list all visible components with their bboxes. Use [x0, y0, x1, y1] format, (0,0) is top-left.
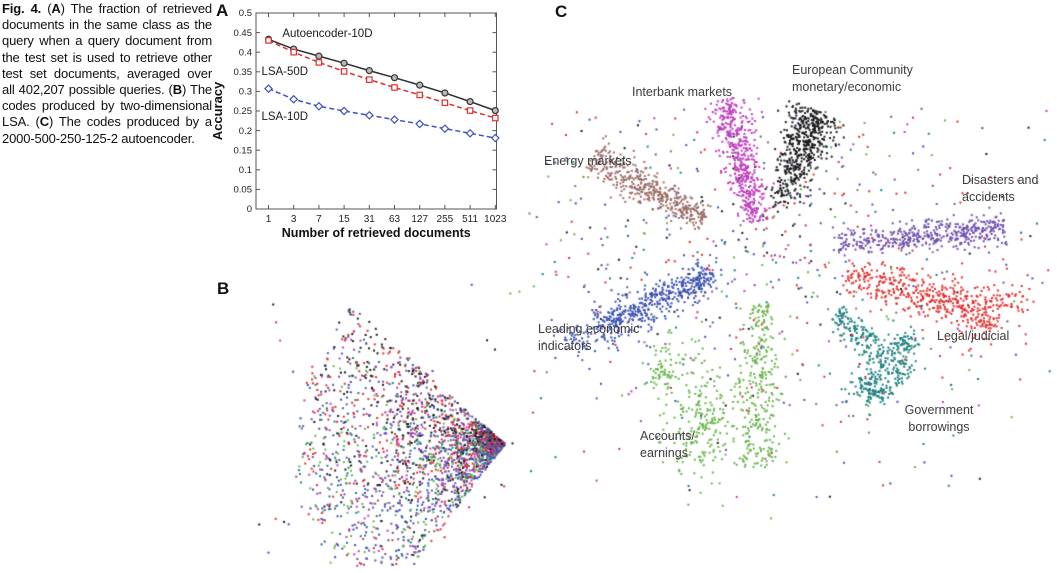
marker-circle: [466, 97, 474, 106]
marker-circle: [416, 81, 424, 89]
marker-square: [290, 48, 298, 56]
x-tick-label: 15: [339, 214, 351, 225]
cluster-label-european-community-monetary-economic: European Community monetary/economic: [792, 62, 913, 96]
marker-circle: [441, 89, 449, 97]
cluster-label-line: Interbank markets: [632, 85, 733, 99]
caption-segment: ) The codes produced by a 2000-500-250-1…: [2, 114, 213, 146]
marker-square: [391, 84, 398, 91]
y-tick-label: 0.5: [239, 8, 252, 19]
cluster-label-line: Disasters and: [962, 173, 1039, 187]
x-tick-label: 127: [411, 214, 428, 225]
cluster-label-line: accidents: [962, 190, 1015, 204]
cluster-label-line: earnings: [640, 446, 688, 460]
cluster-label-government-borrowings: Government borrowings: [905, 402, 974, 436]
y-tick-label: 0.4: [239, 47, 252, 58]
y-tick-label: 0.05: [234, 185, 253, 196]
panel-b-label: B: [217, 279, 230, 298]
series-label: LSA-50D: [261, 66, 308, 78]
cluster-label-line: monetary/economic: [792, 80, 902, 94]
series-line-LSA-10D: [268, 87, 496, 139]
marker-diamond: [490, 133, 500, 143]
x-tick-label: 1: [266, 214, 272, 225]
cluster-label-leading-economic-indicators: Leading economic indicators: [538, 321, 639, 355]
y-tick-label: 0.25: [234, 106, 253, 117]
x-tick-label: 511: [462, 214, 478, 225]
marker-circle: [491, 107, 499, 115]
y-axis-label: Accuracy: [212, 81, 225, 140]
marker-diamond: [314, 101, 324, 111]
cluster-label-line: borrowings: [908, 420, 970, 434]
marker-diamond: [465, 128, 475, 138]
y-tick-label: 0.35: [234, 67, 253, 78]
marker-square: [416, 91, 424, 99]
y-tick-label: 0: [247, 204, 252, 215]
y-tick-label: 0.45: [234, 28, 253, 39]
marker-circle: [390, 74, 399, 82]
marker-square: [466, 107, 474, 114]
cluster-label-disasters-and-accidents: Disasters and accidents: [962, 172, 1038, 206]
y-tick-label: 0.1: [239, 165, 252, 176]
x-tick-label: 7: [316, 214, 322, 225]
marker-square: [492, 114, 499, 122]
marker-square: [366, 76, 373, 83]
cluster-label-line: Leading economic: [538, 322, 640, 336]
caption-segment: (: [47, 1, 52, 16]
caption-segment: C: [39, 114, 49, 130]
cluster-label-line: Government: [904, 403, 974, 417]
cluster-label-interbank-markets: Interbank markets: [632, 84, 732, 101]
cluster-label-line: Energy markets: [544, 154, 632, 168]
figure-caption: Fig. 4. (A) The fraction of retrieved do…: [2, 1, 212, 147]
marker-diamond: [440, 124, 450, 134]
marker-square: [315, 59, 323, 66]
marker-diamond: [390, 115, 399, 125]
cluster-label-line: Legal/judicial: [937, 329, 1010, 343]
cluster-label-accounts-earnings: Accounts/earnings: [640, 428, 695, 462]
cluster-label-legal-judicial: Legal/judicial: [937, 328, 1009, 345]
marker-square: [441, 99, 449, 107]
marker-square: [265, 37, 272, 44]
marker-diamond: [289, 94, 299, 104]
marker-diamond: [264, 84, 273, 94]
marker-diamond: [364, 110, 374, 120]
x-tick-label: 255: [437, 214, 454, 225]
cluster-label-energy-markets: Energy markets: [544, 153, 632, 170]
caption-segment: ) The codes produced by two-dimensional …: [2, 82, 212, 130]
caption-segment: B: [172, 82, 182, 98]
cluster-label-line: Accounts/: [640, 429, 695, 443]
series-line-Autoencoder-10D: [268, 38, 496, 112]
retrieval-accuracy-chart: 00.050.10.150.20.250.30.350.40.450.51 3 7 1…: [212, 8, 507, 240]
caption-segment: A: [51, 1, 61, 16]
marker-circle: [365, 67, 373, 75]
caption-segment: Fig. 4.: [2, 1, 48, 16]
x-tick-label: 63: [389, 214, 401, 225]
marker-circle: [315, 52, 323, 60]
series-label: LSA-10D: [261, 111, 308, 123]
y-tick-label: 0.3: [239, 87, 252, 98]
panel-a-label: A: [216, 1, 229, 20]
marker-square: [340, 68, 348, 75]
x-tick-label: 1023: [484, 214, 507, 225]
caption-segment: ) The fraction of retrieved documents in…: [2, 1, 212, 98]
marker-diamond: [415, 119, 425, 129]
x-tick-label: 31: [364, 214, 376, 225]
series-label: Autoencoder-10D: [282, 28, 372, 40]
y-tick-label: 0.2: [239, 126, 252, 137]
panel-c-label: C: [555, 2, 568, 21]
caption-segment: (: [35, 114, 40, 130]
marker-circle: [340, 59, 348, 67]
cluster-label-line: indicators: [538, 339, 592, 353]
y-tick-label: 0.15: [234, 145, 253, 156]
x-axis-label: Number of retrieved documents: [282, 226, 471, 240]
marker-diamond: [339, 106, 349, 116]
cluster-label-line: European Community: [792, 63, 913, 77]
series-line-LSA-50D: [268, 39, 496, 119]
x-tick-label: 3: [291, 214, 297, 225]
caption-segment: (: [168, 82, 173, 98]
